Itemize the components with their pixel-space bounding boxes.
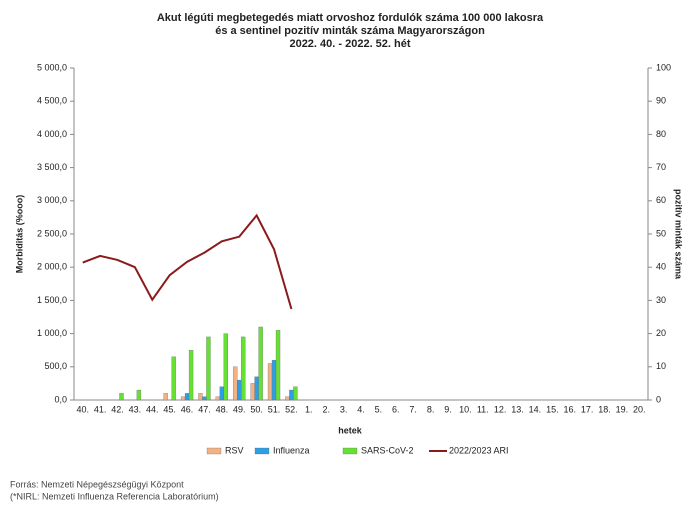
x-tick-label: 18.: [598, 404, 611, 414]
bar: [119, 393, 124, 401]
legend-label: SARS-CoV-2: [361, 445, 414, 455]
y2-tick-label: 30: [656, 295, 666, 305]
bar: [233, 366, 238, 401]
x-tick-label: 14.: [529, 404, 542, 414]
x-tick-label: 41.: [94, 404, 107, 414]
bar: [202, 396, 207, 401]
y2-tick-label: 50: [656, 228, 666, 238]
y2-tick-label: 40: [656, 262, 666, 272]
y-tick-label: 5 000,0: [37, 62, 67, 72]
chart-title: Akut légúti megbetegedés miatt orvoshoz …: [157, 12, 544, 24]
legend-label: RSV: [225, 445, 244, 455]
bar: [293, 386, 298, 401]
chart-title: 2022. 40. - 2022. 52. hét: [289, 38, 410, 50]
bar: [206, 336, 211, 401]
bar: [219, 386, 224, 401]
y2-tick-label: 90: [656, 96, 666, 106]
x-tick-label: 49.: [233, 404, 246, 414]
y2-tick-label: 80: [656, 129, 666, 139]
bar: [215, 396, 220, 401]
y-tick-label: 3 500,0: [37, 162, 67, 172]
y2-tick-label: 100: [656, 62, 671, 72]
bar: [237, 379, 242, 401]
x-tick-label: 13.: [511, 404, 524, 414]
x-axis-title: hetek: [338, 425, 363, 435]
x-tick-label: 19.: [616, 404, 629, 414]
x-tick-label: 4.: [357, 404, 365, 414]
x-tick-label: 40.: [76, 404, 89, 414]
x-tick-label: 1.: [305, 404, 313, 414]
bar: [267, 363, 273, 401]
y2-tick-label: 20: [656, 328, 666, 338]
bar: [254, 376, 259, 401]
chart-title: és a sentinel pozitív minták száma Magya…: [215, 25, 485, 37]
x-tick-label: 12.: [494, 404, 507, 414]
bar: [258, 326, 263, 401]
bar: [275, 330, 281, 401]
y-tick-label: 1 500,0: [37, 295, 67, 305]
y-tick-label: 4 500,0: [37, 96, 67, 106]
x-tick-label: 6.: [392, 404, 400, 414]
x-tick-label: 45.: [163, 404, 176, 414]
x-tick-label: 50.: [250, 404, 263, 414]
x-tick-label: 51.: [268, 404, 281, 414]
bar: [180, 396, 186, 401]
y2-tick-label: 10: [656, 361, 666, 371]
bar: [171, 356, 176, 401]
x-tick-label: 5.: [375, 404, 383, 414]
y2-tick-label: 0: [656, 394, 661, 404]
x-tick-label: 8.: [427, 404, 435, 414]
legend-label: Influenza: [273, 445, 310, 455]
x-tick-label: 9.: [444, 404, 452, 414]
y2-tick-label: 70: [656, 162, 666, 172]
x-tick-label: 2.: [322, 404, 330, 414]
bar: [250, 383, 255, 401]
y2-axis-title: pozitív minták száma: [674, 189, 684, 280]
legend-swatch: [206, 447, 222, 455]
bar: [188, 350, 194, 401]
y-tick-label: 2 500,0: [37, 228, 67, 238]
y-axis-title: Morbiditás (%ooo): [14, 195, 24, 274]
x-tick-label: 17.: [581, 404, 594, 414]
y-tick-label: 2 000,0: [37, 262, 67, 272]
line: [82, 213, 293, 310]
source: (*NIRL: Nemzeti Influenza Referencia Lab…: [10, 491, 219, 501]
legend-swatch: [254, 447, 270, 455]
legend-swatch: [342, 447, 358, 455]
x-tick-label: 52.: [285, 404, 298, 414]
x-tick-label: 46.: [181, 404, 194, 414]
x-tick-label: 15.: [546, 404, 559, 414]
x-tick-label: 11.: [477, 404, 489, 414]
bar: [198, 393, 203, 401]
source: Forrás: Nemzeti Népegészségügyi Központ: [10, 479, 184, 489]
x-tick-label: 7.: [409, 404, 417, 414]
bar: [285, 396, 290, 401]
x-tick-label: 20.: [633, 404, 646, 414]
bar: [289, 389, 294, 401]
bar: [163, 393, 168, 401]
bar: [241, 336, 246, 401]
x-tick-label: 44.: [146, 404, 159, 414]
y2-tick-label: 60: [656, 195, 666, 205]
legend-label: 2022/2023 ARI: [449, 445, 509, 455]
x-tick-label: 42.: [111, 404, 124, 414]
x-tick-label: 47.: [198, 404, 211, 414]
x-tick-label: 3.: [340, 404, 348, 414]
x-tick-label: 16.: [563, 404, 576, 414]
y-tick-label: 500,0: [44, 361, 67, 371]
y-tick-label: 1 000,0: [37, 328, 67, 338]
y-tick-label: 4 000,0: [37, 129, 67, 139]
bar: [136, 389, 142, 401]
x-tick-label: 43.: [129, 404, 142, 414]
bar: [223, 333, 228, 401]
x-tick-label: 10.: [459, 404, 472, 414]
bar: [184, 393, 190, 401]
y-tick-label: 3 000,0: [37, 195, 67, 205]
y-tick-label: 0,0: [54, 394, 67, 404]
bar: [271, 360, 277, 401]
x-tick-label: 48.: [216, 404, 229, 414]
